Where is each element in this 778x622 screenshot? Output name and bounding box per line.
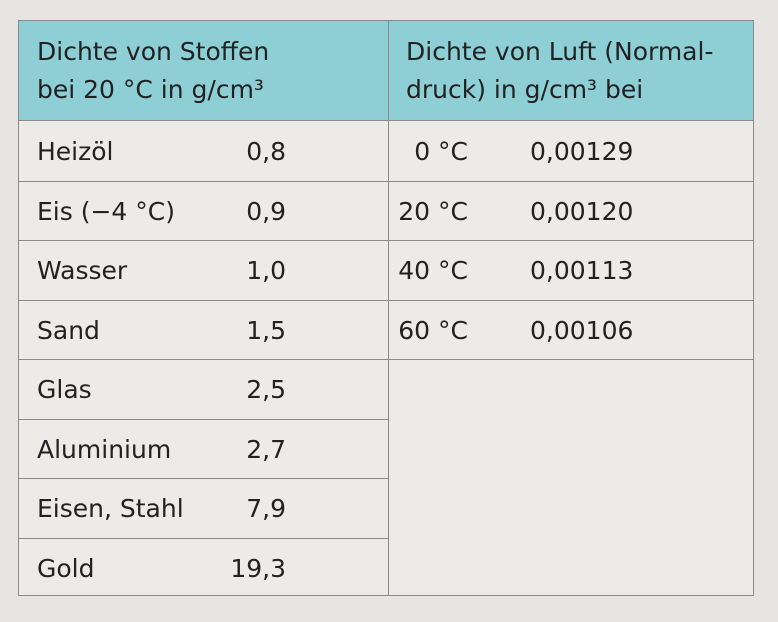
air-temperature: 0 °C: [414, 137, 468, 166]
row-line: [388, 180, 753, 182]
material-name: Aluminium: [37, 434, 172, 464]
density-table: Dichte von Stoffen bei 20 °C in g/cm³ Di…: [18, 20, 754, 596]
left-header: Dichte von Stoffen bei 20 °C in g/cm³: [19, 21, 388, 121]
row-line: [388, 359, 753, 360]
header-line: bei 20 °C in g/cm³: [37, 75, 264, 104]
row-line: [19, 478, 388, 479]
row-line: [19, 359, 388, 360]
material-density: 2,7: [246, 434, 286, 464]
air-density: 0,00129: [530, 137, 634, 166]
row-line: [19, 240, 388, 241]
material-name: Eis (−4 °C): [37, 196, 175, 226]
header-line: Dichte von Stoffen: [37, 37, 270, 66]
header-line: Dichte von Luft (Normal-: [406, 37, 714, 66]
row-line: [388, 299, 753, 301]
row-line: [19, 299, 388, 301]
row-line: [388, 240, 753, 241]
right-header: Dichte von Luft (Normal- druck) in g/cm³…: [388, 21, 753, 121]
material-name: Heizöl: [37, 137, 114, 166]
material-name: Gold: [37, 553, 95, 583]
material-density: 0,9: [246, 196, 286, 226]
column-divider: [388, 21, 389, 595]
material-density: 19,3: [230, 553, 286, 583]
row-line: [19, 418, 388, 420]
material-name: Eisen, Stahl: [37, 494, 184, 523]
air-temperature: 20 °C: [398, 196, 468, 226]
material-name: Glas: [37, 375, 92, 404]
air-density: 0,00113: [530, 256, 634, 285]
row-line: [19, 537, 388, 539]
material-name: Sand: [37, 315, 100, 345]
air-temperature: 40 °C: [398, 256, 468, 285]
material-density: 0,8: [246, 137, 286, 166]
material-density: 2,5: [246, 375, 286, 404]
material-density: 7,9: [246, 494, 286, 523]
material-density: 1,0: [246, 256, 286, 285]
header-line: druck) in g/cm³ bei: [406, 75, 644, 104]
air-density: 0,00106: [530, 315, 634, 345]
air-density: 0,00120: [530, 196, 634, 226]
row-line: [19, 180, 388, 182]
air-temperature: 60 °C: [398, 315, 468, 345]
material-name: Wasser: [37, 256, 128, 285]
material-density: 1,5: [246, 315, 286, 345]
